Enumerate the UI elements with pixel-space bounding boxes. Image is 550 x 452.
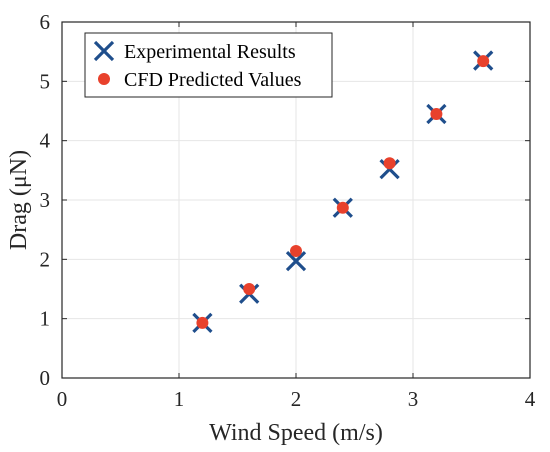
x-tick-label: 0 bbox=[57, 387, 68, 411]
y-tick-label: 1 bbox=[40, 307, 51, 331]
cfd-point bbox=[477, 55, 490, 68]
legend-symbol-experimental bbox=[93, 40, 115, 62]
cfd-point bbox=[383, 157, 396, 170]
legend-dot-marker bbox=[98, 73, 110, 85]
legend-box bbox=[84, 32, 333, 98]
y-tick-label: 5 bbox=[40, 69, 51, 93]
x-tick-label: 3 bbox=[408, 387, 419, 411]
x-axis-title: Wind Speed (m/s) bbox=[209, 420, 383, 446]
cfd-point bbox=[290, 245, 302, 258]
cfd-point bbox=[430, 107, 443, 120]
legend: Experimental Results CFD Predicted Value… bbox=[84, 32, 333, 98]
y-tick-label: 4 bbox=[40, 129, 51, 153]
y-tick-label: 6 bbox=[40, 10, 51, 34]
y-axis-title: Drag (μN) bbox=[6, 150, 32, 250]
y-tick-label: 2 bbox=[40, 247, 51, 271]
data-marks bbox=[192, 50, 494, 333]
x-axis-ticks: 0 1 2 3 4 bbox=[57, 22, 536, 411]
x-marker-stroke bbox=[93, 40, 115, 62]
x-tick-label: 4 bbox=[525, 387, 536, 411]
x-tick-label: 1 bbox=[174, 387, 185, 411]
cfd-point bbox=[336, 201, 349, 214]
y-tick-label: 3 bbox=[40, 188, 51, 212]
y-tick-label: 0 bbox=[40, 366, 51, 390]
cfd-point bbox=[243, 283, 256, 295]
legend-x-marker bbox=[93, 40, 115, 62]
x-marker-stroke bbox=[285, 250, 307, 272]
legend-symbol-cfd bbox=[98, 73, 110, 85]
experimental-point bbox=[285, 250, 307, 272]
legend-label-experimental: Experimental Results bbox=[124, 41, 296, 63]
y-axis-ticks: 0 1 2 3 4 5 6 bbox=[40, 10, 530, 390]
x-tick-label: 2 bbox=[291, 387, 302, 411]
cfd-point bbox=[196, 316, 209, 329]
legend-label-cfd: CFD Predicted Values bbox=[124, 69, 302, 91]
